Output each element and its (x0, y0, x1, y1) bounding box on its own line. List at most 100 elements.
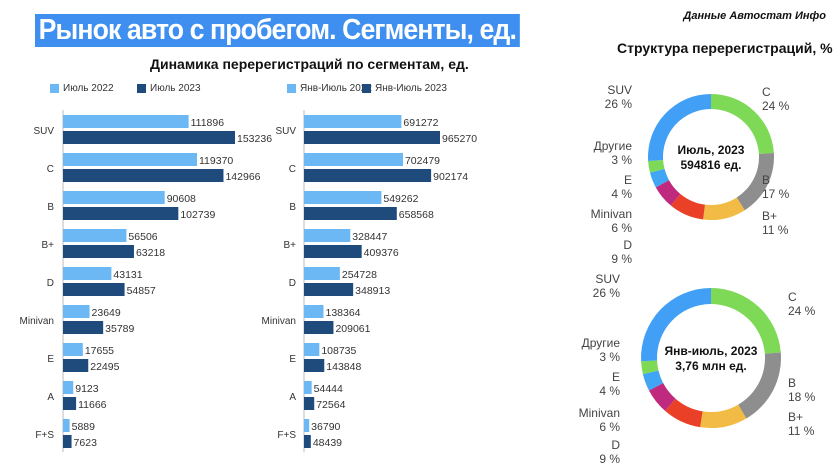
source-note: Данные Автостат Инфо (683, 10, 826, 22)
category-label: SUV (33, 126, 54, 137)
slice-value: 26 % (605, 97, 633, 111)
bar (63, 397, 77, 410)
legend-label: Янв-Июль 2022 (300, 83, 372, 94)
data-label: 5889 (72, 421, 96, 433)
data-label: 63218 (136, 247, 165, 259)
bar (304, 115, 402, 128)
legend-label: Янв-Июль 2023 (375, 83, 447, 94)
center-label: 3,76 млн ед. (675, 359, 746, 373)
data-label: 702479 (405, 155, 440, 167)
slice-value: 11 % (762, 223, 789, 237)
slice-suv (641, 288, 711, 362)
category-label: B (289, 202, 296, 213)
bar (63, 169, 224, 182)
slice-label: D (623, 238, 632, 252)
bar (304, 169, 432, 182)
data-label: 965270 (442, 133, 477, 145)
category-label: A (47, 392, 54, 403)
data-label: 209061 (335, 323, 370, 335)
center-label: Янв-июль, 2023 (665, 344, 758, 358)
slice-label: SUV (595, 272, 620, 286)
bar (63, 245, 134, 258)
data-label: 138364 (325, 307, 360, 319)
data-label: 72564 (316, 399, 345, 411)
bar (304, 305, 324, 318)
category-label: D (289, 278, 296, 289)
legend-swatch (287, 84, 296, 93)
slice-d (670, 193, 705, 220)
slice-value: 11 % (788, 424, 815, 438)
bar (63, 283, 125, 296)
slice-e (649, 168, 669, 188)
slice-label: C (788, 290, 797, 304)
slice-value: 4 % (611, 187, 632, 201)
category-label: B+ (41, 240, 54, 251)
slice-minivan (648, 383, 676, 411)
bar (63, 435, 72, 448)
slice-e (642, 370, 664, 391)
slice-value: 3 % (611, 153, 632, 167)
bar (63, 381, 74, 394)
bar (304, 435, 311, 448)
legend-item-jul-2023: Июль 2023 (137, 83, 201, 94)
data-label: 153236 (237, 133, 272, 145)
bar (304, 397, 315, 410)
data-label: 902174 (433, 171, 468, 183)
slice-label: Minivan (591, 207, 632, 221)
legend-label: Июль 2022 (63, 83, 114, 94)
slice-minivan (655, 180, 681, 206)
bar (63, 343, 83, 356)
data-label: 54857 (127, 285, 156, 297)
data-label: 658568 (399, 209, 434, 221)
data-label: 48439 (313, 437, 342, 449)
slice-b (738, 352, 781, 419)
slice-другие (648, 160, 665, 173)
data-label: 90608 (167, 193, 196, 205)
bar (304, 207, 397, 220)
category-label: C (47, 164, 54, 175)
data-label: 56506 (128, 231, 157, 243)
data-label: 254728 (342, 269, 377, 281)
legend-label: Июль 2023 (150, 83, 201, 94)
category-label: SUV (275, 126, 296, 137)
bar (304, 283, 354, 296)
slice-value: 24 % (762, 99, 790, 113)
slice-label: B+ (762, 209, 777, 223)
bar (304, 229, 351, 242)
slice-label: E (624, 173, 632, 187)
bar (304, 419, 310, 432)
slice-value: 24 % (788, 304, 816, 318)
bar (63, 321, 104, 334)
legend-swatch (50, 84, 59, 93)
data-label: 111896 (191, 117, 225, 129)
slice-label: E (612, 370, 620, 384)
bar (304, 267, 340, 280)
slice-value: 18 % (788, 390, 816, 404)
bar (304, 381, 312, 394)
slice-suv (648, 94, 711, 161)
data-label: 409376 (364, 247, 399, 259)
category-label: F+S (35, 430, 54, 441)
bar (63, 115, 189, 128)
slice-label: SUV (607, 83, 632, 97)
legend-swatch (362, 84, 371, 93)
category-label: B+ (283, 240, 296, 251)
slice-value: 9 % (611, 252, 632, 266)
category-label: B (47, 202, 54, 213)
slice-label: D (611, 438, 620, 452)
slice-c (711, 288, 781, 354)
slice-label: B+ (788, 410, 803, 424)
category-label: C (289, 164, 296, 175)
bar (304, 131, 440, 144)
data-label: 17655 (85, 345, 114, 357)
slice-d (665, 398, 703, 428)
data-label: 23649 (92, 307, 121, 319)
bar (63, 419, 70, 432)
category-label: D (47, 278, 54, 289)
bar (63, 207, 179, 220)
bar (304, 245, 362, 258)
category-label: A (289, 392, 296, 403)
bar-chart-title: Динамика перерегистраций по сегментам, е… (150, 56, 469, 72)
slice-value: 6 % (599, 420, 620, 434)
data-label: 549262 (383, 193, 418, 205)
